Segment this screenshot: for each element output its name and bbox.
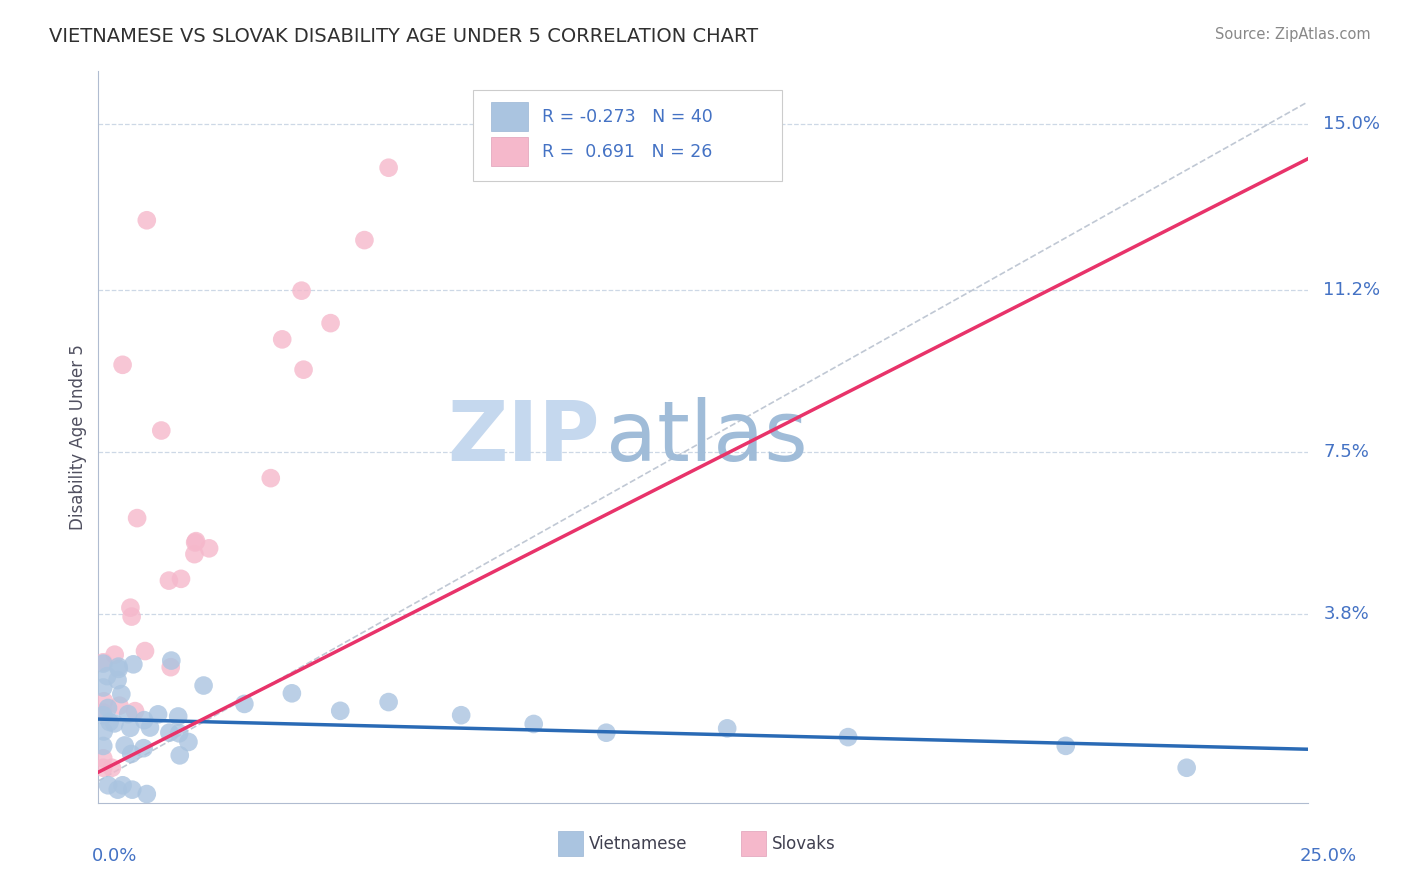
Text: Vietnamese: Vietnamese bbox=[589, 835, 688, 853]
Point bbox=[523, 717, 546, 731]
Point bbox=[134, 644, 156, 658]
Point bbox=[716, 722, 738, 736]
Point bbox=[93, 694, 115, 708]
Point bbox=[135, 213, 157, 227]
Point bbox=[91, 761, 114, 775]
Point bbox=[132, 741, 155, 756]
Point bbox=[107, 659, 129, 673]
Point bbox=[101, 761, 124, 775]
Point bbox=[271, 332, 294, 346]
Point bbox=[117, 707, 139, 722]
Y-axis label: Disability Age Under 5: Disability Age Under 5 bbox=[69, 344, 87, 530]
Point bbox=[353, 233, 375, 247]
Point bbox=[193, 679, 215, 693]
Point bbox=[595, 725, 617, 739]
Point bbox=[104, 648, 127, 662]
Point bbox=[127, 511, 149, 525]
Point bbox=[98, 714, 121, 729]
Point bbox=[107, 673, 129, 687]
Text: ZIP: ZIP bbox=[447, 397, 600, 477]
Point bbox=[377, 695, 399, 709]
Point bbox=[91, 739, 114, 753]
Point bbox=[292, 362, 315, 376]
Point bbox=[91, 751, 114, 765]
Point bbox=[111, 358, 134, 372]
Text: R = -0.273   N = 40: R = -0.273 N = 40 bbox=[543, 108, 713, 126]
Point bbox=[233, 697, 256, 711]
Text: Slovaks: Slovaks bbox=[772, 835, 835, 853]
Point bbox=[97, 701, 120, 715]
Point bbox=[91, 708, 114, 723]
Point bbox=[198, 541, 221, 556]
FancyBboxPatch shape bbox=[492, 137, 527, 167]
Point bbox=[120, 747, 142, 761]
Point bbox=[167, 709, 190, 723]
Point bbox=[91, 681, 114, 695]
Point bbox=[319, 316, 342, 330]
Point bbox=[167, 726, 190, 740]
Point bbox=[107, 662, 129, 676]
Text: Source: ZipAtlas.com: Source: ZipAtlas.com bbox=[1215, 27, 1371, 42]
Point bbox=[450, 708, 472, 723]
Point bbox=[837, 730, 859, 744]
Point bbox=[122, 657, 145, 672]
Point bbox=[103, 716, 125, 731]
Point bbox=[107, 782, 129, 797]
Text: 0.0%: 0.0% bbox=[91, 847, 136, 865]
Point bbox=[120, 721, 142, 735]
Point bbox=[260, 471, 283, 485]
Text: atlas: atlas bbox=[606, 397, 808, 477]
Point bbox=[121, 782, 143, 797]
Point bbox=[146, 707, 169, 722]
Point bbox=[159, 660, 181, 674]
Text: 3.8%: 3.8% bbox=[1323, 606, 1369, 624]
Point bbox=[91, 706, 114, 720]
Point bbox=[108, 698, 131, 713]
Point bbox=[97, 778, 120, 792]
Point bbox=[281, 686, 304, 700]
Point bbox=[124, 704, 146, 718]
Point bbox=[329, 704, 352, 718]
Point bbox=[110, 687, 132, 701]
Point bbox=[290, 284, 312, 298]
Point bbox=[177, 735, 200, 749]
Point bbox=[111, 778, 134, 792]
Text: 11.2%: 11.2% bbox=[1323, 281, 1381, 300]
Text: VIETNAMESE VS SLOVAK DISABILITY AGE UNDER 5 CORRELATION CHART: VIETNAMESE VS SLOVAK DISABILITY AGE UNDE… bbox=[49, 27, 758, 45]
Point bbox=[169, 748, 191, 763]
Point bbox=[91, 657, 114, 671]
Point bbox=[135, 787, 157, 801]
Point bbox=[157, 725, 180, 739]
Point bbox=[96, 669, 118, 683]
Point bbox=[93, 724, 115, 739]
FancyBboxPatch shape bbox=[492, 102, 527, 131]
Text: 7.5%: 7.5% bbox=[1323, 443, 1369, 461]
Point bbox=[157, 574, 180, 588]
Text: 15.0%: 15.0% bbox=[1323, 115, 1381, 133]
Point bbox=[184, 534, 207, 549]
Point bbox=[183, 547, 205, 561]
Text: 25.0%: 25.0% bbox=[1299, 847, 1357, 865]
Point bbox=[120, 600, 142, 615]
Point bbox=[170, 572, 193, 586]
Point bbox=[150, 424, 173, 438]
Point bbox=[1054, 739, 1077, 753]
Point bbox=[91, 655, 114, 669]
Point bbox=[121, 609, 143, 624]
FancyBboxPatch shape bbox=[474, 90, 782, 181]
Point bbox=[377, 161, 399, 175]
Point bbox=[184, 535, 207, 549]
Text: R =  0.691   N = 26: R = 0.691 N = 26 bbox=[543, 143, 713, 161]
Point bbox=[139, 721, 162, 735]
Point bbox=[160, 654, 183, 668]
Point bbox=[1175, 761, 1198, 775]
Point bbox=[134, 713, 156, 727]
Point bbox=[114, 739, 136, 753]
